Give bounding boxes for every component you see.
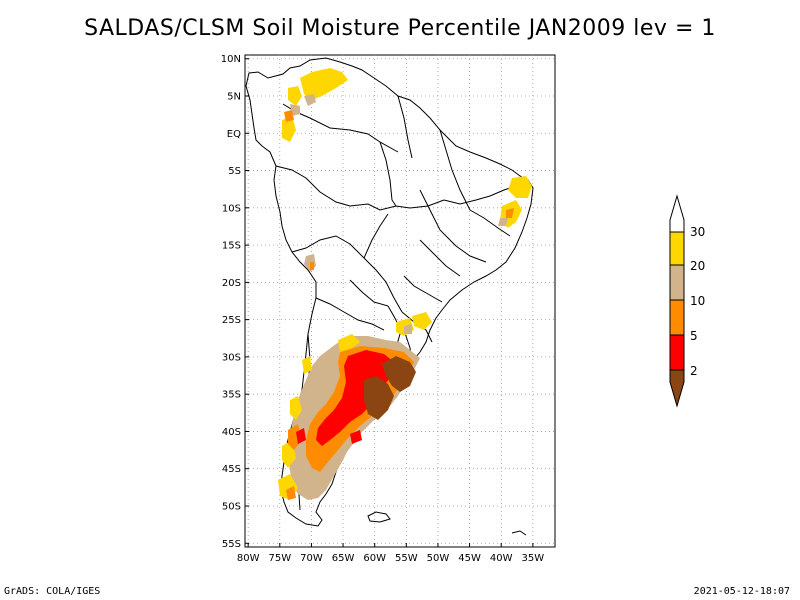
footer-credit: GrADS: COLA/IGES (4, 586, 101, 597)
south-georgia-outline (511, 530, 527, 536)
lon-tick-label: 70W (300, 553, 323, 564)
lon-tick-label: 75W (268, 553, 291, 564)
colorbar-label-10: 10 (690, 294, 705, 308)
falklands-outline (367, 511, 391, 523)
lat-tick-label: 55S (222, 539, 241, 550)
latitude-tick-labels: 10N 5N EQ 5S 10S 15S 20S 25S 30S 35S 40S 45S 50S 55S (221, 54, 249, 550)
lat-tick-label: 20S (222, 278, 241, 289)
lat-tick-label: 40S (222, 427, 241, 438)
colorbar-lt2 (669, 369, 685, 408)
lat-tick-label: EQ (227, 129, 241, 140)
south-america-outline (245, 57, 534, 527)
lat-tick-label: 45S (222, 464, 241, 475)
lat-tick-label: 35S (222, 390, 241, 401)
lat-tick-label: 15S (222, 241, 241, 252)
lat-tick-label: 30S (222, 352, 241, 363)
lon-tick-label: 50W (427, 553, 450, 564)
colorbar-10to20 (669, 264, 685, 301)
chart-title: SALDAS/CLSM Soil Moisture Percentile JAN… (84, 16, 716, 41)
lon-tick-label: 40W (490, 553, 513, 564)
longitude-tick-labels: 80W 75W 70W 65W 60W 55W 50W 45W 40W 35W (237, 543, 544, 564)
colorbar-20to30 (669, 231, 685, 266)
colorbar-gt30 (669, 194, 685, 233)
colorbar-5to10 (669, 299, 685, 336)
percentile-shading (278, 68, 532, 500)
footer-timestamp: 2021-05-12-18:07 (693, 586, 790, 597)
lat-tick-label: 10S (222, 203, 241, 214)
lat-tick-label: 10N (221, 54, 241, 65)
lon-tick-label: 45W (458, 553, 481, 564)
lon-tick-label: 35W (522, 553, 545, 564)
colorbar-label-2: 2 (690, 364, 698, 378)
lon-tick-label: 55W (395, 553, 418, 564)
lon-tick-label: 60W (363, 553, 386, 564)
colorbar-label-20: 20 (690, 259, 705, 273)
lon-tick-label: 80W (237, 553, 260, 564)
lat-tick-label: 50S (222, 502, 241, 513)
colorbar-label-5: 5 (690, 329, 698, 343)
lat-tick-label: 25S (222, 315, 241, 326)
colorbar-2to5 (669, 334, 685, 371)
lat-tick-label: 5S (228, 166, 241, 177)
lat-tick-label: 5N (227, 92, 241, 103)
colorbar: 30 20 10 5 2 (669, 194, 705, 408)
colorbar-label-30: 30 (690, 225, 705, 239)
lon-tick-label: 65W (332, 553, 355, 564)
